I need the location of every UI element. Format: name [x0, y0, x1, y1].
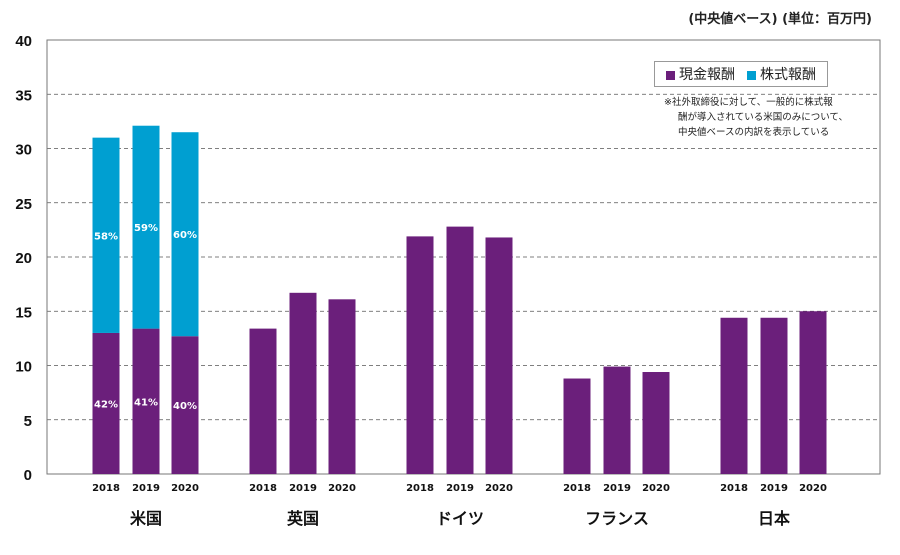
bar-cash — [485, 237, 513, 474]
x-tick-label-year: 2019 — [446, 483, 474, 494]
x-category-label: ドイツ — [436, 509, 484, 528]
x-tick-label-year: 2020 — [485, 483, 513, 494]
x-tick-label-year: 2020 — [328, 483, 356, 494]
x-tick-label-year: 2019 — [603, 483, 631, 494]
x-tick-label-year: 2018 — [406, 483, 434, 494]
x-tick-label-year: 2020 — [799, 483, 827, 494]
legend-label-cash: 現金報酬 — [679, 67, 735, 83]
x-tick-label-year: 2018 — [563, 483, 591, 494]
bar-cash — [603, 366, 631, 474]
data-label-cash-pct: 40% — [173, 401, 197, 412]
bar-cash — [289, 292, 317, 474]
x-tick-label-year: 2018 — [249, 483, 277, 494]
legend-label-stock: 株式報酬 — [760, 67, 816, 83]
x-tick-label-year: 2020 — [642, 483, 670, 494]
x-category-label: 日本 — [758, 509, 790, 528]
x-category-label: 英国 — [286, 509, 319, 528]
unit-label: (中央値ベース) (単位：百万円) — [688, 12, 872, 27]
y-tick-label: 35 — [15, 87, 32, 104]
bar-stock — [171, 132, 199, 337]
x-tick-label-year: 2019 — [289, 483, 317, 494]
x-tick-label-year: 2018 — [92, 483, 120, 494]
x-tick-label-year: 2019 — [132, 483, 160, 494]
y-tick-label: 30 — [15, 142, 32, 159]
x-tick-label-year: 2020 — [171, 483, 199, 494]
x-category-label: フランス — [585, 509, 649, 528]
footnote-line: 酬が導入されている米国のみについて、 — [678, 112, 848, 123]
x-category-label: 米国 — [130, 509, 162, 528]
bar-stock — [132, 125, 160, 329]
bar-cash — [446, 226, 474, 474]
bar-cash — [760, 317, 788, 474]
bar-cash — [720, 317, 748, 474]
bar-stock — [92, 137, 120, 333]
bar-cash — [92, 332, 120, 474]
footnote: ※社外取締役に対して、一般的に株式報 酬が導入されている米国のみについて、 中央… — [664, 95, 854, 140]
y-tick-label: 20 — [15, 250, 32, 267]
data-label-stock-pct: 58% — [94, 231, 118, 242]
y-tick-label: 40 — [15, 33, 32, 50]
bar-cash — [642, 372, 670, 474]
data-label-stock-pct: 59% — [134, 223, 158, 234]
bar-cash — [406, 236, 434, 474]
data-label-cash-pct: 42% — [94, 399, 118, 410]
data-label-stock-pct: 60% — [173, 230, 197, 241]
bar-cash — [171, 336, 199, 474]
footnote-line: 中央値ベースの内訳を表示している — [678, 127, 830, 138]
legend-item-cash: 現金報酬 — [666, 64, 735, 84]
legend-swatch-stock — [747, 70, 756, 80]
bar-cash — [132, 328, 160, 474]
x-tick-label-year: 2018 — [720, 483, 748, 494]
footnote-line: ※社外取締役に対して、一般的に株式報 — [664, 97, 833, 108]
y-tick-label: 15 — [15, 304, 32, 321]
x-tick-label-year: 2019 — [760, 483, 788, 494]
bar-cash — [563, 378, 591, 474]
legend-item-stock: 株式報酬 — [747, 64, 816, 84]
bar-cash — [799, 311, 827, 474]
y-tick-label: 0 — [24, 467, 32, 484]
bar-cash — [328, 299, 356, 474]
y-tick-label: 25 — [15, 196, 32, 213]
legend: 現金報酬 株式報酬 — [654, 61, 828, 87]
data-label-cash-pct: 41% — [134, 397, 158, 408]
bar-cash — [249, 328, 277, 474]
y-tick-label: 10 — [15, 359, 32, 376]
legend-swatch-cash — [666, 70, 675, 80]
y-tick-label: 5 — [24, 413, 32, 430]
